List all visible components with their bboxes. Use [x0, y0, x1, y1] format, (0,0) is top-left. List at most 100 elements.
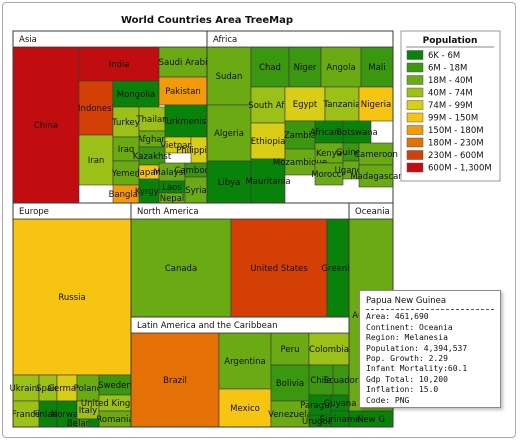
country-china-tile[interactable] [12, 46, 80, 204]
country-cell[interactable]: Chad [250, 46, 290, 88]
country-cell[interactable] [88, 418, 100, 428]
country-cell[interactable]: Mali [360, 46, 394, 88]
country-tanzania-tile[interactable] [324, 86, 360, 122]
country-cell[interactable]: Iraq [112, 136, 140, 162]
country-iran-tile[interactable] [78, 134, 114, 186]
country-cell[interactable]: Argentina [218, 332, 272, 390]
country-kirgiz-tile[interactable] [88, 418, 100, 428]
country-yemen-tile[interactable] [112, 160, 140, 186]
country-cell[interactable]: Syria [184, 176, 208, 204]
country-cell[interactable]: Yemen [111, 160, 140, 186]
country-pakistan-tile[interactable] [158, 76, 208, 106]
country-cell[interactable]: Mauritania [245, 158, 291, 204]
country-cell[interactable]: Romania [96, 410, 134, 428]
country-cell[interactable]: Bolivia [270, 364, 310, 402]
country-spain-label: Spain [36, 384, 60, 394]
country-cell[interactable]: Botswana [336, 120, 378, 144]
country-indonesi-label: Indonesi [78, 104, 114, 114]
country-cell[interactable]: Morocco [311, 162, 347, 186]
country-venezuela-tile[interactable] [270, 400, 310, 428]
country-cell[interactable]: South Afr [248, 86, 288, 124]
country-bolivia-tile[interactable] [270, 364, 310, 402]
country-cell[interactable]: Ethiopia [250, 122, 286, 160]
country-united-states-tile[interactable] [230, 218, 328, 318]
region-border [130, 316, 350, 428]
country-niger-tile[interactable] [288, 46, 322, 88]
country-zambia-tile[interactable] [284, 120, 316, 150]
country-mauritania-label: Mauritania [245, 177, 290, 187]
country-cell[interactable]: Mozambique [273, 148, 327, 176]
country-cell[interactable]: France [12, 400, 40, 428]
country-cell[interactable]: Zambia [284, 120, 316, 150]
country-cell[interactable]: Russia [12, 218, 132, 376]
region-africa[interactable]: Sudan Chad Niger Angola Mali Algeria South Afr… [206, 30, 402, 204]
country-mozambique-tile[interactable] [284, 148, 316, 176]
legend-label: 150M - 180M [428, 126, 484, 136]
legend-swatch [406, 162, 424, 173]
country-cell[interactable]: Laos [158, 180, 186, 194]
country-ethiopia-tile[interactable] [250, 122, 286, 160]
country-cell[interactable]: Mexico [218, 388, 272, 428]
country-cell[interactable]: Cameroon [354, 142, 398, 166]
country-cell[interactable]: China [12, 46, 80, 204]
country-south-afr-tile[interactable] [250, 86, 286, 124]
country-cell[interactable]: Turkmenist [162, 104, 210, 138]
country-turkmenist-tile[interactable] [164, 104, 208, 138]
country-cell[interactable]: Sweden [98, 374, 132, 396]
tooltip-row: Area: 461,690 [366, 312, 429, 322]
country-cell[interactable]: Nepal [158, 192, 186, 204]
country-cell[interactable]: Angola [320, 46, 362, 88]
country-cell[interactable]: Tanzania [322, 86, 361, 122]
country-cell[interactable]: Uganda [335, 160, 368, 180]
country-cell[interactable]: India [78, 46, 160, 82]
country-united-states-label: United States [250, 264, 308, 274]
country-cell[interactable]: Venezuela [268, 400, 312, 428]
country-angola-tile[interactable] [320, 46, 362, 88]
country-suriname-label: Suriname [320, 415, 361, 425]
country-vietnam-label: Vietnam [160, 141, 195, 151]
country-cell[interactable]: Peru [270, 332, 310, 366]
tooltip-row: Continent: Oceania [366, 322, 453, 332]
country-cell[interactable]: Indonesi [78, 80, 114, 136]
country-thailan-tile[interactable] [138, 106, 166, 132]
country-france-tile[interactable] [12, 400, 40, 428]
country-brazil-tile[interactable] [130, 332, 220, 428]
country-russia-tile[interactable] [12, 218, 132, 376]
country-sudan-tile[interactable] [206, 46, 252, 106]
legend-swatch [406, 137, 424, 148]
country-uganda-label: Uganda [335, 166, 368, 176]
country-cell[interactable]: Niger [288, 46, 322, 88]
country-cell[interactable]: Chile [308, 364, 334, 396]
country-mongolia-tile[interactable] [112, 80, 160, 108]
country-mauritania-tile[interactable] [250, 158, 286, 204]
country-mexico-tile[interactable] [218, 388, 272, 428]
country-iran-label: Iran [88, 156, 105, 166]
tooltip-row: Population: 4,394,537 [366, 343, 468, 353]
legend-item: 6M - 18M [406, 62, 467, 74]
tooltip-row: Pop. Growth: 2.29 [366, 354, 448, 364]
country-cell[interactable]: Canada [130, 218, 232, 318]
country-cell[interactable]: Thailan [135, 106, 168, 132]
legend-label: 40M - 74M [428, 89, 473, 99]
country-chad-tile[interactable] [250, 46, 290, 88]
country-bolivia-label: Bolivia [276, 379, 304, 389]
country-cell[interactable]: United States [230, 218, 328, 318]
country-cell[interactable]: Colombia [308, 332, 350, 366]
country-cell[interactable]: Brazil [130, 332, 220, 428]
country-cell[interactable]: Iran [78, 134, 114, 186]
country-cell[interactable]: Saudi Arabi [159, 46, 208, 78]
country-cell[interactable]: Mongolia [112, 80, 160, 108]
country-chile-tile[interactable] [308, 364, 334, 396]
country-cell[interactable]: Sudan [206, 46, 252, 106]
region-north-america[interactable]: Canada United States Greenla North America [130, 202, 355, 318]
country-mali-tile[interactable] [360, 46, 394, 88]
legend-item: 180M - 230M [406, 137, 484, 149]
region-latin-america-and-the-caribbean[interactable]: Brazil Argentina Mexico Peru Colombia Bolivia… [130, 316, 361, 428]
country-cell[interactable]: Pakistan [158, 76, 208, 106]
country-canada-tile[interactable] [130, 218, 232, 318]
country-cell[interactable]: Nigeria [358, 86, 394, 122]
country-cell[interactable]: Algeria [206, 104, 252, 162]
country-cell[interactable]: Egypt [284, 86, 326, 122]
